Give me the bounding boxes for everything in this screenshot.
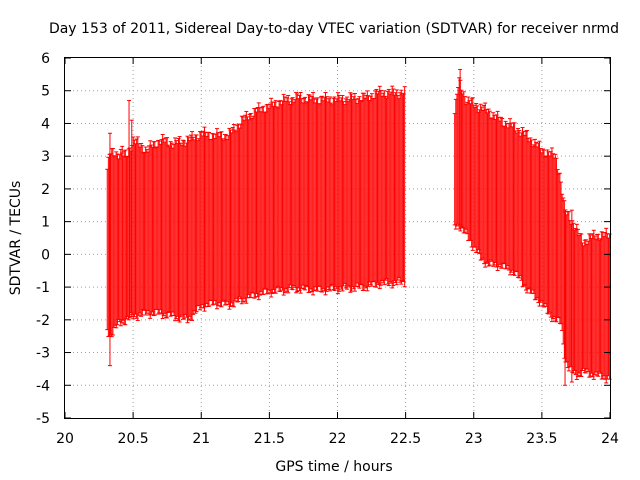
x-tick-label: 24 [601, 431, 619, 447]
y-tick-label: 0 [41, 247, 50, 263]
y-tick-label: 4 [41, 116, 50, 132]
x-tick-label: 20 [56, 431, 74, 447]
y-axis-label: SDTVAR / TECUs [8, 181, 24, 296]
x-tick-label: 20.5 [118, 431, 149, 447]
y-tick-label: -2 [36, 313, 50, 329]
plot-frame [64, 57, 611, 419]
y-tick-label: -4 [36, 378, 50, 394]
data-layer [105, 68, 612, 386]
x-axis-label: GPS time / hours [275, 459, 392, 475]
x-tick-label: 21.5 [254, 431, 285, 447]
y-tick-label: -1 [36, 280, 50, 296]
y-tick-label: 5 [41, 84, 50, 100]
x-tick-label: 23 [465, 431, 483, 447]
ticks-layer: 20 20.5 21 21.5 22 22.5 23 23.5 24-5-4-3-2-10123… [36, 51, 619, 447]
y-tick-label: 1 [41, 215, 50, 231]
x-tick-label: 23.5 [526, 431, 557, 447]
x-tick-label: 22.5 [390, 431, 421, 447]
y-tick-label: -5 [36, 411, 50, 427]
x-tick-label: 22 [329, 431, 347, 447]
y-tick-label: 6 [41, 51, 50, 67]
y-tick-label: 3 [41, 149, 50, 165]
x-tick-label: 21 [192, 431, 210, 447]
y-tick-label: -3 [36, 346, 50, 362]
chart-title: Day 153 of 2011, Sidereal Day-to-day VTE… [49, 21, 619, 37]
y-tick-label: 2 [41, 182, 50, 198]
